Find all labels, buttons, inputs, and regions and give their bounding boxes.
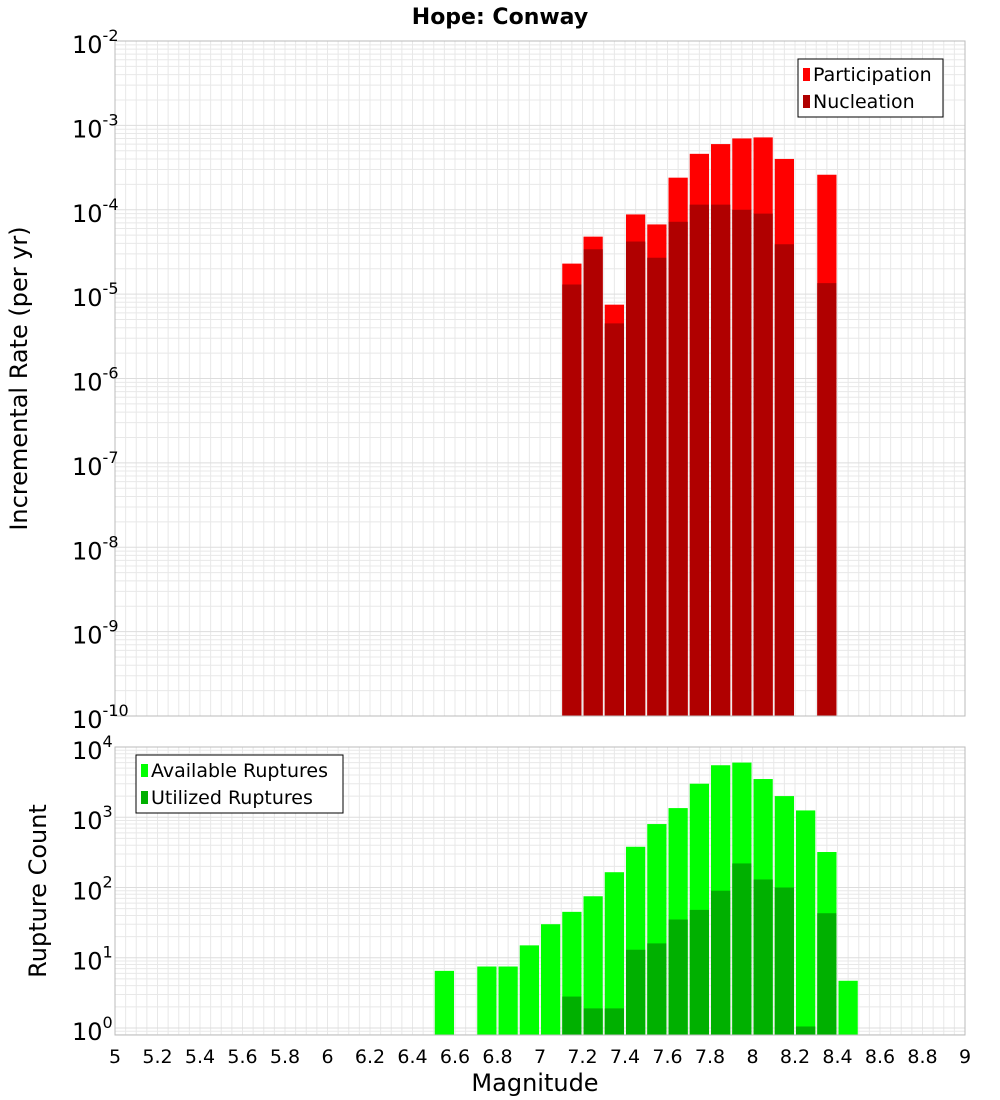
nucleation-bar	[626, 241, 646, 717]
utilized-bar	[668, 919, 688, 1035]
legend-label: Nucleation	[813, 91, 915, 113]
x-tick-label: 5.2	[142, 1046, 172, 1068]
utilized-bar	[562, 996, 582, 1035]
y-tick-label: 10-5	[72, 279, 119, 312]
available-bar	[541, 924, 561, 1035]
available-bar	[434, 970, 454, 1035]
x-tick-label: 5.8	[270, 1046, 300, 1068]
nucleation-bar	[689, 204, 709, 717]
x-axis-label: Magnitude	[471, 1069, 598, 1097]
x-tick-label: 8.4	[822, 1046, 852, 1068]
legend-label: Utilized Ruptures	[151, 787, 313, 809]
x-tick-label: 7.4	[610, 1046, 640, 1068]
x-tick-label: 5.4	[185, 1046, 215, 1068]
legend-box	[797, 58, 944, 118]
utilized-bar	[689, 909, 709, 1035]
x-tick-label: 6.8	[482, 1046, 512, 1068]
utilized-bar	[647, 943, 667, 1035]
legend-swatch	[141, 764, 148, 777]
y-tick-label: 10-10	[72, 701, 129, 734]
plot-frame	[114, 746, 966, 1036]
x-tick-label: 8.6	[865, 1046, 895, 1068]
plot-frame	[114, 40, 966, 717]
available-bar	[519, 945, 539, 1035]
nucleation-bar	[668, 221, 688, 716]
utilized-bar	[817, 913, 837, 1035]
utilized-bar	[753, 879, 773, 1035]
chart-title: Hope: Conway	[412, 5, 588, 30]
y-tick-label: 101	[72, 943, 113, 976]
y-tick-label: 103	[72, 802, 113, 835]
utilized-bar	[626, 949, 646, 1035]
utilized-bar	[732, 863, 752, 1035]
nucleation-bar	[732, 209, 752, 716]
nucleation-bar	[774, 244, 794, 717]
nucleation-bar	[604, 323, 624, 716]
y-tick-label: 102	[72, 872, 113, 905]
rupture-count-y-axis-label: Rupture Count	[24, 804, 52, 978]
available-bar	[838, 980, 858, 1035]
y-tick-label: 10-2	[72, 26, 119, 59]
legend-box	[135, 754, 344, 814]
x-tick-label: 6.2	[355, 1046, 385, 1068]
x-tick-label: 9	[959, 1046, 971, 1068]
x-tick-label: 8	[746, 1046, 758, 1068]
incremental-rate-y-axis-label: Incremental Rate (per yr)	[5, 226, 33, 530]
utilized-bar	[583, 1008, 603, 1035]
y-tick-label: 10-3	[72, 110, 119, 143]
nucleation-bar	[753, 213, 773, 717]
x-tick-label: 6	[321, 1046, 333, 1068]
legend-swatch	[803, 68, 810, 81]
legend-swatch	[141, 791, 148, 804]
utilized-bar	[774, 887, 794, 1035]
available-bar	[796, 810, 816, 1035]
y-tick-label: 10-7	[72, 448, 119, 481]
x-tick-label: 8.2	[780, 1046, 810, 1068]
nucleation-bar	[711, 204, 731, 717]
incremental-rate-panel: 10-10 10-9 10-8 10-7 10-6 10-5 10-4 10-3 10-2 Inc…	[5, 26, 966, 734]
legend-label: Participation	[813, 64, 932, 86]
x-tick-label: 5	[109, 1046, 121, 1068]
x-tick-label: 7.6	[652, 1046, 682, 1068]
x-tick-label: 7	[534, 1046, 546, 1068]
x-tick-label: 7.2	[567, 1046, 597, 1068]
legend-label: Available Ruptures	[151, 760, 328, 782]
utilized-bar	[796, 1026, 816, 1035]
available-bar	[604, 872, 624, 1035]
available-bar	[498, 966, 518, 1035]
x-tick-label: 5.6	[227, 1046, 257, 1068]
nucleation-bar	[562, 284, 582, 716]
x-tick-label: 6.6	[440, 1046, 470, 1068]
utilized-bar	[711, 890, 731, 1035]
y-tick-label: 100	[72, 1013, 113, 1046]
available-bar	[583, 896, 603, 1035]
nucleation-bar	[817, 283, 837, 716]
x-tick-label: 7.8	[695, 1046, 725, 1068]
utilized-bar	[604, 1008, 624, 1035]
y-tick-label: 10-6	[72, 364, 119, 397]
x-tick-label: 8.8	[907, 1046, 937, 1068]
x-tick-label: 6.4	[397, 1046, 427, 1068]
nucleation-bar	[583, 249, 603, 716]
nucleation-bar	[647, 257, 667, 716]
available-bar	[477, 966, 497, 1035]
y-tick-label: 10-8	[72, 532, 119, 565]
rupture-count-panel: 100 101 102 103 104 Rupture Count Available Ru…	[24, 732, 971, 1097]
y-tick-label: 10-9	[72, 617, 119, 650]
y-tick-label: 104	[72, 732, 113, 765]
legend-swatch	[803, 95, 810, 108]
y-tick-label: 10-4	[72, 195, 119, 228]
